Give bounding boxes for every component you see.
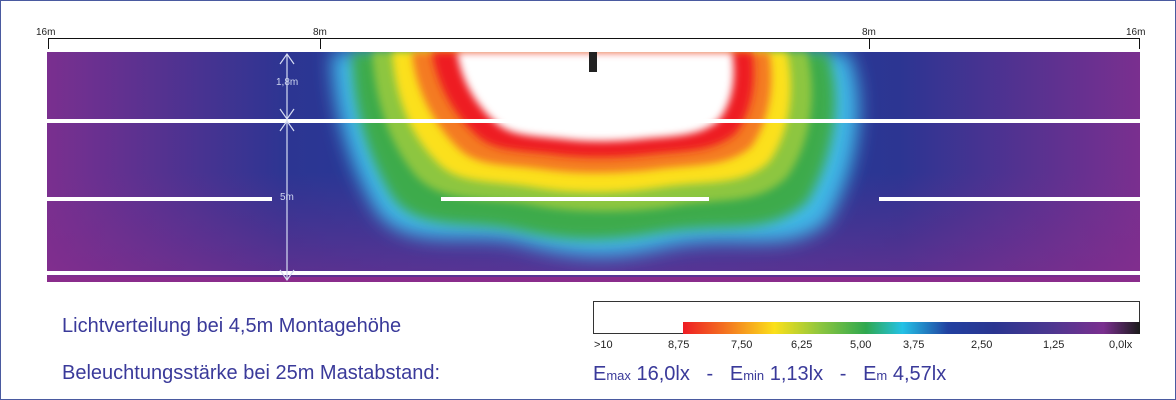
legend-label: 1,25 [1043, 339, 1065, 351]
emin-subscript: min [743, 368, 765, 383]
isolux-band-white [457, 52, 734, 142]
illuminance-title: Beleuchtungsstärke bei 25m Mastabstand: [62, 362, 440, 384]
legend-label: 6,25 [791, 339, 813, 351]
dimension-label-offset: 1,8m [276, 77, 299, 88]
emax-value: 16,0lx [630, 363, 690, 385]
legend-label: 8,75 [668, 339, 690, 351]
ruler-label-right: 16m [1126, 27, 1146, 38]
legend-label: >10 [594, 339, 613, 351]
emin-value: 1,13lx [764, 363, 824, 385]
lane-marking-center [441, 197, 709, 201]
emax-symbol: E [593, 363, 607, 385]
isolux-heatmap [47, 52, 1140, 282]
legend-label: 3,75 [903, 339, 925, 351]
emax-subscript: max [606, 368, 631, 383]
legend-color-scale [683, 322, 1140, 334]
emin-symbol: E [729, 363, 744, 385]
ruler-tick [320, 38, 321, 49]
stats-separator: - [689, 363, 730, 385]
em-subscript: m [876, 368, 888, 383]
legend-label: 7,50 [731, 339, 753, 351]
legend-label: 5,00 [850, 339, 872, 351]
ruler-tick [48, 38, 49, 49]
dimension-label-lane-width: 5m [280, 192, 294, 203]
luminaire-mast [589, 52, 597, 72]
road-edge-line-bottom [47, 271, 1140, 275]
ruler-tick [869, 38, 870, 49]
legend-label: 0,0lx [1109, 339, 1133, 351]
lane-marking-right [879, 197, 1140, 201]
legend-label: 2,50 [971, 339, 993, 351]
stats-separator: - [823, 363, 864, 385]
lane-marking-left [47, 197, 272, 201]
ruler-tick [1139, 38, 1140, 49]
em-value: 4,57lx [887, 363, 947, 385]
distance-ruler [48, 38, 1140, 39]
em-symbol: E [863, 363, 877, 385]
road-edge-purple [47, 277, 1140, 282]
distribution-title: Lichtverteilung bei 4,5m Montagehöhe [62, 315, 402, 337]
ruler-label-left: 16m [36, 27, 56, 38]
road-edge-line-top [47, 119, 1140, 123]
dimension-arrows [279, 52, 295, 282]
illuminance-stats: Emax 16,0lx - Emin 1,13lx - Em 4,57lx [593, 363, 946, 386]
ruler-label-left-inner: 8m [313, 27, 327, 38]
ruler-label-right-inner: 8m [862, 27, 876, 38]
